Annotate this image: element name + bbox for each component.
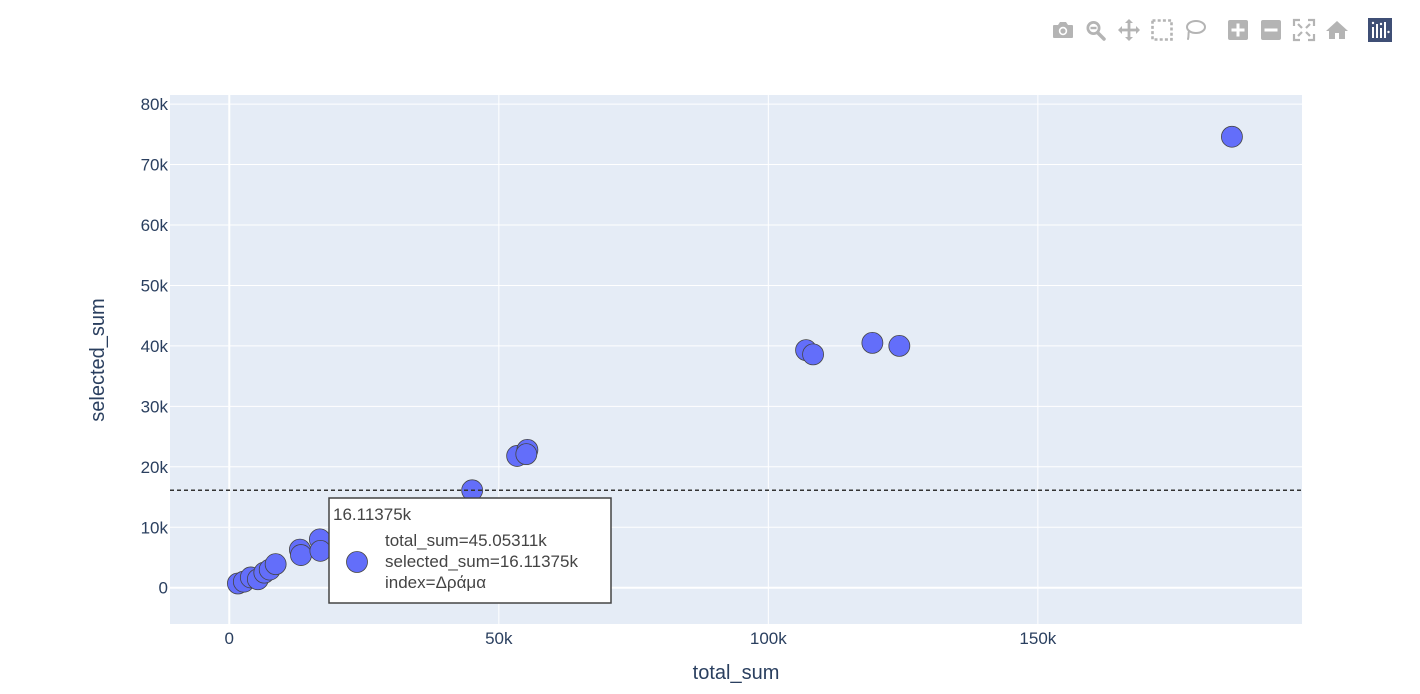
- x-tick-label: 150k: [1019, 629, 1056, 648]
- tooltip-marker: [346, 551, 368, 573]
- camera-icon[interactable]: [1046, 15, 1079, 45]
- data-point[interactable]: [888, 334, 911, 357]
- x-tick-label: 100k: [750, 629, 787, 648]
- data-point[interactable]: [264, 553, 287, 576]
- x-axis-ticks: 0 50k 100k 150k: [225, 629, 1057, 648]
- x-axis-title: total_sum: [693, 662, 780, 684]
- data-point[interactable]: [290, 544, 312, 566]
- x-tick-label: 50k: [485, 629, 513, 648]
- y-tick-label: 70k: [141, 156, 169, 175]
- y-axis-title: selected_sum: [87, 298, 109, 421]
- hover-tooltip: 16.11375k total_sum=45.05311k selected_s…: [328, 497, 612, 604]
- lasso-select-icon[interactable]: [1178, 15, 1211, 45]
- modebar: [1046, 14, 1396, 46]
- data-point[interactable]: [861, 331, 884, 354]
- zoom-out-icon[interactable]: [1254, 15, 1287, 45]
- x-tick-label: 0: [225, 629, 234, 648]
- tooltip-line-index: index=Δράμα: [385, 573, 486, 592]
- tooltip-line-selected-sum: selected_sum=16.11375k: [385, 552, 578, 571]
- y-tick-label: 80k: [141, 95, 169, 114]
- y-tick-label: 0: [159, 579, 168, 598]
- box-select-icon[interactable]: [1145, 15, 1178, 45]
- reset-axes-icon[interactable]: [1320, 15, 1353, 45]
- zoom-icon[interactable]: [1079, 15, 1112, 45]
- tooltip-line-total-sum: total_sum=45.05311k: [385, 531, 547, 550]
- data-point[interactable]: [309, 539, 332, 562]
- zoom-in-icon[interactable]: [1221, 15, 1254, 45]
- y-tick-label: 60k: [141, 216, 169, 235]
- pan-icon[interactable]: [1112, 15, 1145, 45]
- y-tick-label: 20k: [141, 458, 169, 477]
- y-tick-label: 30k: [141, 397, 169, 416]
- data-point[interactable]: [1221, 125, 1243, 148]
- plotly-logo-icon[interactable]: [1363, 15, 1396, 45]
- y-axis-ticks: 0 10k 20k 30k 40k 50k 60k 70k 80k: [141, 95, 169, 598]
- data-points: [227, 125, 1243, 595]
- data-point[interactable]: [802, 343, 824, 366]
- data-point[interactable]: [515, 443, 538, 466]
- tooltip-box: [328, 497, 612, 604]
- tooltip-header: 16.11375k: [333, 505, 412, 524]
- autoscale-icon[interactable]: [1287, 15, 1320, 45]
- y-tick-label: 50k: [141, 276, 169, 295]
- y-tick-label: 10k: [141, 518, 169, 537]
- y-tick-label: 40k: [141, 337, 169, 356]
